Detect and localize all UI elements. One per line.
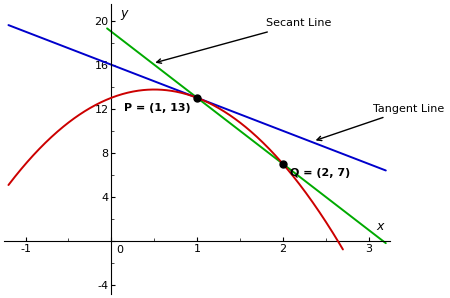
Text: Q = (2, 7): Q = (2, 7) (290, 168, 350, 178)
Text: P = (1, 13): P = (1, 13) (124, 103, 190, 113)
Text: Secant Line: Secant Line (157, 18, 331, 63)
Text: 0: 0 (117, 245, 123, 255)
Text: Tangent Line: Tangent Line (317, 104, 444, 141)
Text: y: y (120, 7, 127, 21)
Text: x: x (376, 220, 383, 233)
